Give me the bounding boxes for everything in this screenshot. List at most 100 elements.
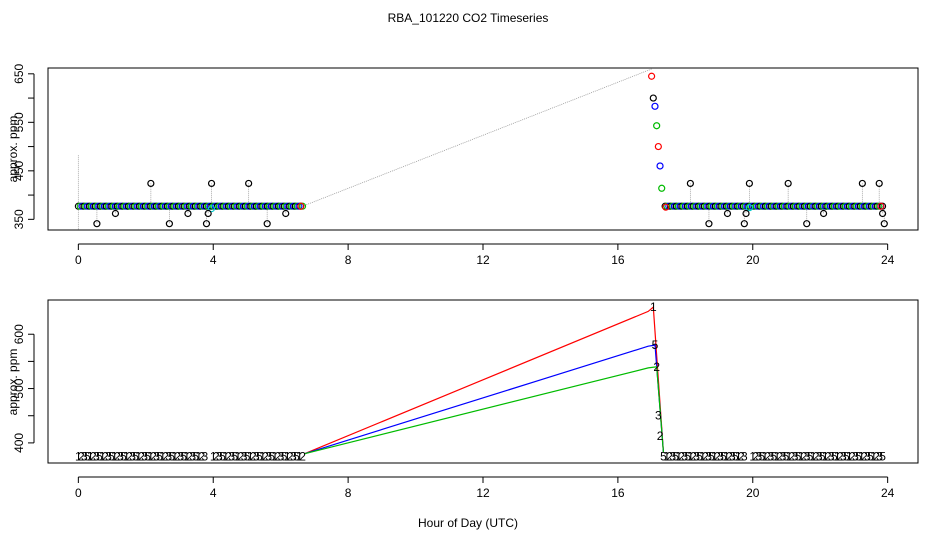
y-axis-bottom: 400 500 600 (12, 324, 35, 453)
series-glyph: 5 (771, 449, 778, 463)
x-tick-label: 8 (345, 486, 352, 500)
series-glyph: 5 (180, 449, 187, 463)
series-glyph: 2 (738, 449, 745, 463)
series-glyph: 2 (726, 449, 733, 463)
series-glyph: 3 (840, 449, 847, 463)
series-glyph: 3 (741, 449, 748, 463)
y-tick-label: 350 (12, 209, 26, 229)
point (297, 202, 305, 210)
y-tick-label: 400 (12, 433, 26, 453)
series-glyph: 1 (663, 449, 670, 463)
x-tick-label: 24 (881, 253, 895, 267)
y-tick-label: 550 (12, 112, 26, 132)
spike-point (111, 209, 120, 218)
point (207, 205, 216, 213)
spike-point (740, 220, 748, 228)
y-axis-label-bottom: approx. ppm (6, 349, 20, 416)
transition-glyph: 2 (653, 360, 660, 374)
series-glyph: 1 (699, 449, 706, 463)
y-tick-label: 650 (12, 63, 26, 83)
series-glyph: 5 (672, 449, 679, 463)
x-tick-label: 20 (746, 486, 760, 500)
series-glyph: 1 (834, 449, 841, 463)
spike-point (858, 179, 866, 188)
series-glyph: 3 (705, 449, 712, 463)
series-glyph: 1 (810, 449, 817, 463)
transition-point (651, 102, 659, 110)
series-glyph: 3 (693, 449, 700, 463)
series-glyph: 2 (861, 449, 868, 463)
transition-glyph: 3 (655, 409, 662, 423)
transition-point (656, 162, 664, 170)
series-glyph: 5 (156, 449, 163, 463)
series-glyph: 2 (186, 449, 193, 463)
series-glyph: 3 (141, 449, 148, 463)
x-tick-label: 16 (611, 486, 625, 500)
series-glyph: 5 (268, 449, 275, 463)
series-glyph: 2 (801, 449, 808, 463)
series-glyph: 2 (789, 449, 796, 463)
transition-point (648, 72, 656, 80)
drop-lines (77, 154, 885, 230)
series-glyph: 5 (96, 449, 103, 463)
series-glyph: 1 (195, 449, 202, 463)
series-glyph: 2 (262, 449, 269, 463)
chart-title: RBA_101220 CO2 Timeseries (388, 11, 549, 25)
series-glyph: 1 (858, 449, 865, 463)
series-glyph: 3 (780, 449, 787, 463)
series-glyph: 1 (159, 449, 166, 463)
series-glyph: 1 (774, 449, 781, 463)
series-glyph: 5 (819, 449, 826, 463)
series-glyph: 3 (792, 449, 799, 463)
x-tick-label: 24 (881, 486, 895, 500)
spike-point (204, 209, 212, 218)
y-tick-label: 500 (12, 378, 26, 398)
series-glyph: 3 (81, 449, 88, 463)
series-glyph: 5 (783, 449, 790, 463)
top-panel: 0 4 8 12 16 20 24 350 450 550 650 approx. ppm (6, 63, 919, 267)
transition-glyph: 1 (650, 300, 657, 314)
series-glyph: 1 (723, 449, 730, 463)
spike-point (875, 179, 883, 188)
series-glyph: 3 (153, 449, 160, 463)
spike-point (263, 220, 271, 228)
series-glyph: 2 (275, 449, 282, 463)
series-glyph: 2 (250, 449, 257, 463)
x-tick-label: 20 (746, 253, 760, 267)
series-glyph: 5 (84, 449, 91, 463)
spike-point (93, 220, 101, 228)
series-glyph: 3 (852, 449, 859, 463)
x-tick-label: 4 (210, 253, 217, 267)
series-glyph: 2 (299, 449, 306, 463)
series-glyph: 2 (777, 449, 784, 463)
series-glyph: 2 (837, 449, 844, 463)
series-glyph: 3 (201, 449, 208, 463)
series-glyph: 3 (681, 449, 688, 463)
transition-glyph: 5 (660, 449, 667, 463)
spike-point (819, 209, 828, 218)
series-glyph: 5 (831, 449, 838, 463)
series-glyph: 3 (864, 449, 871, 463)
series-glyph: 2 (225, 449, 232, 463)
series-glyph: 1 (111, 449, 118, 463)
y-tick-label: 600 (12, 324, 26, 344)
series-glyph: 2 (690, 449, 697, 463)
series-glyph: 5 (192, 449, 199, 463)
series-glyph: 5 (256, 449, 263, 463)
series-glyph: 1 (259, 449, 266, 463)
series-glyph: 3 (216, 449, 223, 463)
series-glyph: 5 (168, 449, 175, 463)
x-tick-label: 4 (210, 486, 217, 500)
series-glyph: 2 (752, 449, 759, 463)
series-glyph: 2 (213, 449, 220, 463)
series-glyph: 5 (244, 449, 251, 463)
series-line-1 (304, 305, 664, 455)
series-glyph: 3 (729, 449, 736, 463)
data-points (74, 72, 888, 228)
series-glyph: 2 (714, 449, 721, 463)
series-glyph: 2 (114, 449, 121, 463)
series-glyph: 1 (735, 449, 742, 463)
series-glyph: 1 (87, 449, 94, 463)
series-glyph: 5 (867, 449, 874, 463)
series-glyph: 3 (93, 449, 100, 463)
